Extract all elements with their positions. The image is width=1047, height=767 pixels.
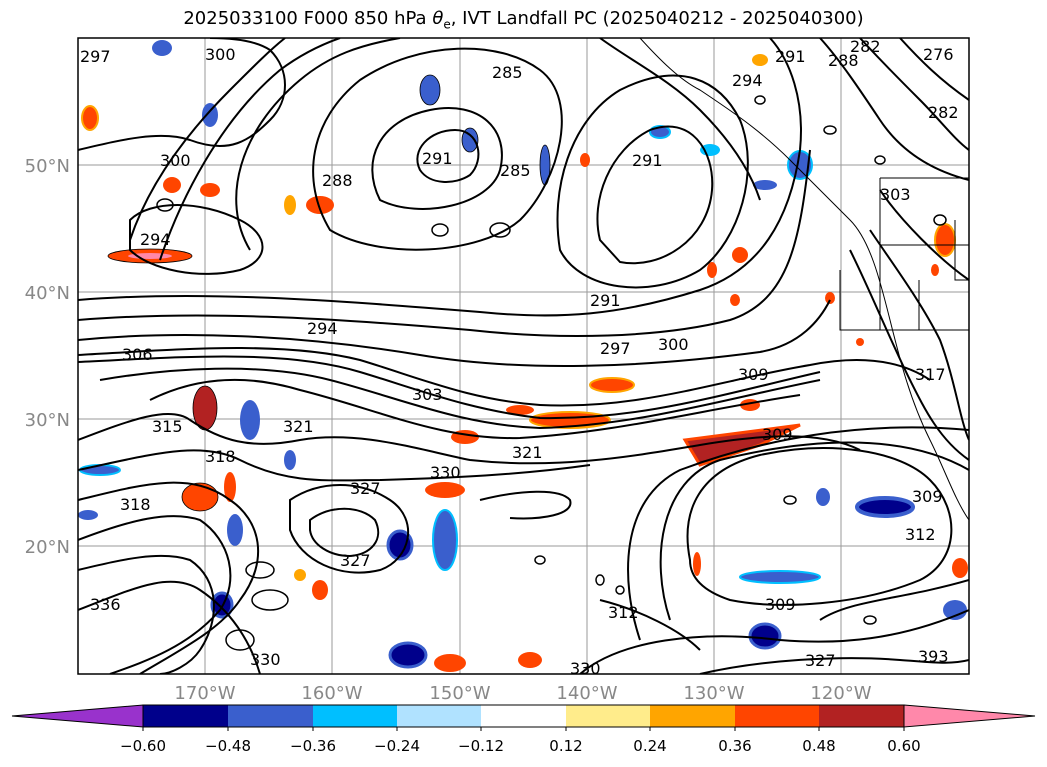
contour-label: 321 (512, 443, 543, 462)
contour-label: 291 (775, 47, 806, 66)
contour-label: 282 (850, 37, 881, 56)
contour-label: 318 (205, 447, 236, 466)
lat-label: 40°N (25, 283, 70, 304)
colorbar-segment (650, 705, 735, 727)
colorbar-extend-right (903, 704, 1036, 728)
contour-label: 300 (160, 151, 191, 170)
contour-label: 300 (658, 335, 689, 354)
colorbar-frame (142, 704, 905, 728)
colorbar-segment (735, 705, 819, 727)
contour-label: 309 (738, 365, 769, 384)
contour-label: 321 (283, 417, 314, 436)
colorbar-tick: −0.12 (458, 737, 504, 755)
contour-label: 312 (608, 603, 639, 622)
contour-label: 312 (905, 525, 936, 544)
colorbar-segment (228, 705, 313, 727)
title-theta: θ (432, 8, 444, 29)
lon-label: 150°W (429, 683, 490, 704)
contour-label: 294 (732, 71, 763, 90)
small-contour-blobs (156, 95, 947, 651)
contour-label: 300 (205, 45, 236, 64)
contour-label: 291 (422, 149, 453, 168)
contour-label: 291 (590, 291, 621, 310)
title-suffix: , IVT Landfall PC (2025040212 - 20250403… (450, 8, 864, 29)
longitude-labels: 170°W 160°W 150°W 140°W 130°W 120°W (174, 683, 871, 704)
lat-label: 30°N (25, 410, 70, 431)
contour-label: 282 (928, 103, 959, 122)
contour-label: 309 (765, 595, 796, 614)
coastlines (639, 38, 969, 521)
title-prefix: 2025033100 F000 850 hPa (183, 8, 433, 29)
contour-label: 309 (912, 487, 943, 506)
contour-label: 327 (805, 651, 836, 670)
contour-label: 288 (322, 171, 353, 190)
colorbar-tick: −0.48 (205, 737, 251, 755)
lat-label: 20°N (25, 537, 70, 558)
colorbar-tick: −0.60 (120, 737, 166, 755)
contour-label: 318 (120, 495, 151, 514)
lon-label: 140°W (556, 683, 617, 704)
lon-label: 160°W (301, 683, 362, 704)
contour-label: 288 (828, 51, 859, 70)
contour-label: 330 (570, 659, 601, 678)
contour-label: 285 (492, 63, 523, 82)
colorbar-segment (481, 705, 566, 727)
colorbar-segment (566, 705, 650, 727)
map-content: 297 300 285 291 285 288 291 300 294 291 … (78, 37, 969, 678)
contour-label: 297 (600, 339, 631, 358)
contour-label: 297 (80, 47, 111, 66)
colorbar-tick: −0.24 (374, 737, 420, 755)
contour-label: 294 (307, 319, 338, 338)
title-theta-sub: e (443, 17, 451, 32)
map-title: 2025033100 F000 850 hPa θe, IVT Landfall… (0, 8, 1047, 32)
lat-label: 50°N (25, 156, 70, 177)
contour-label: 393 (918, 647, 949, 666)
ivt-shading (78, 40, 968, 672)
contour-label: 303 (880, 185, 911, 204)
contour-label: 285 (500, 161, 531, 180)
contour-label: 336 (90, 595, 121, 614)
contour-label: 315 (152, 417, 183, 436)
colorbar-tick: 0.12 (549, 737, 582, 755)
contour-label: 317 (915, 365, 946, 384)
contour-label: 303 (412, 385, 443, 404)
colorbar-segment (397, 705, 481, 727)
colorbar-segment (819, 705, 904, 727)
contour-label: 327 (340, 551, 371, 570)
theta-e-contours (78, 38, 969, 674)
contour-labels: 297 300 285 291 285 288 291 300 294 291 … (80, 37, 959, 678)
colorbar-extend-left (11, 704, 144, 728)
contour-label: 309 (762, 425, 793, 444)
latitude-labels: 50°N 40°N 30°N 20°N (25, 156, 70, 558)
colorbar-tick: −0.36 (290, 737, 336, 755)
contour-label: 330 (430, 463, 461, 482)
contour-label: 330 (250, 650, 281, 669)
lon-label: 130°W (683, 683, 744, 704)
colorbar-tick: 0.36 (718, 737, 751, 755)
map-frame (77, 37, 970, 675)
contour-label: 294 (140, 230, 171, 249)
colorbar-segment (313, 705, 397, 727)
contour-label: 306 (122, 345, 153, 364)
contour-label: 276 (923, 45, 954, 64)
contour-label: 291 (632, 151, 663, 170)
colorbar: −0.60 −0.48 −0.36 −0.24 −0.12 0.12 0.24 … (11, 704, 1036, 755)
colorbar-tick: 0.48 (802, 737, 835, 755)
colorbar-tick: 0.24 (633, 737, 666, 755)
colorbar-tick: 0.60 (887, 737, 920, 755)
lon-label: 120°W (810, 683, 871, 704)
colorbar-segment (143, 705, 228, 727)
contour-label: 327 (350, 479, 381, 498)
lon-label: 170°W (174, 683, 235, 704)
